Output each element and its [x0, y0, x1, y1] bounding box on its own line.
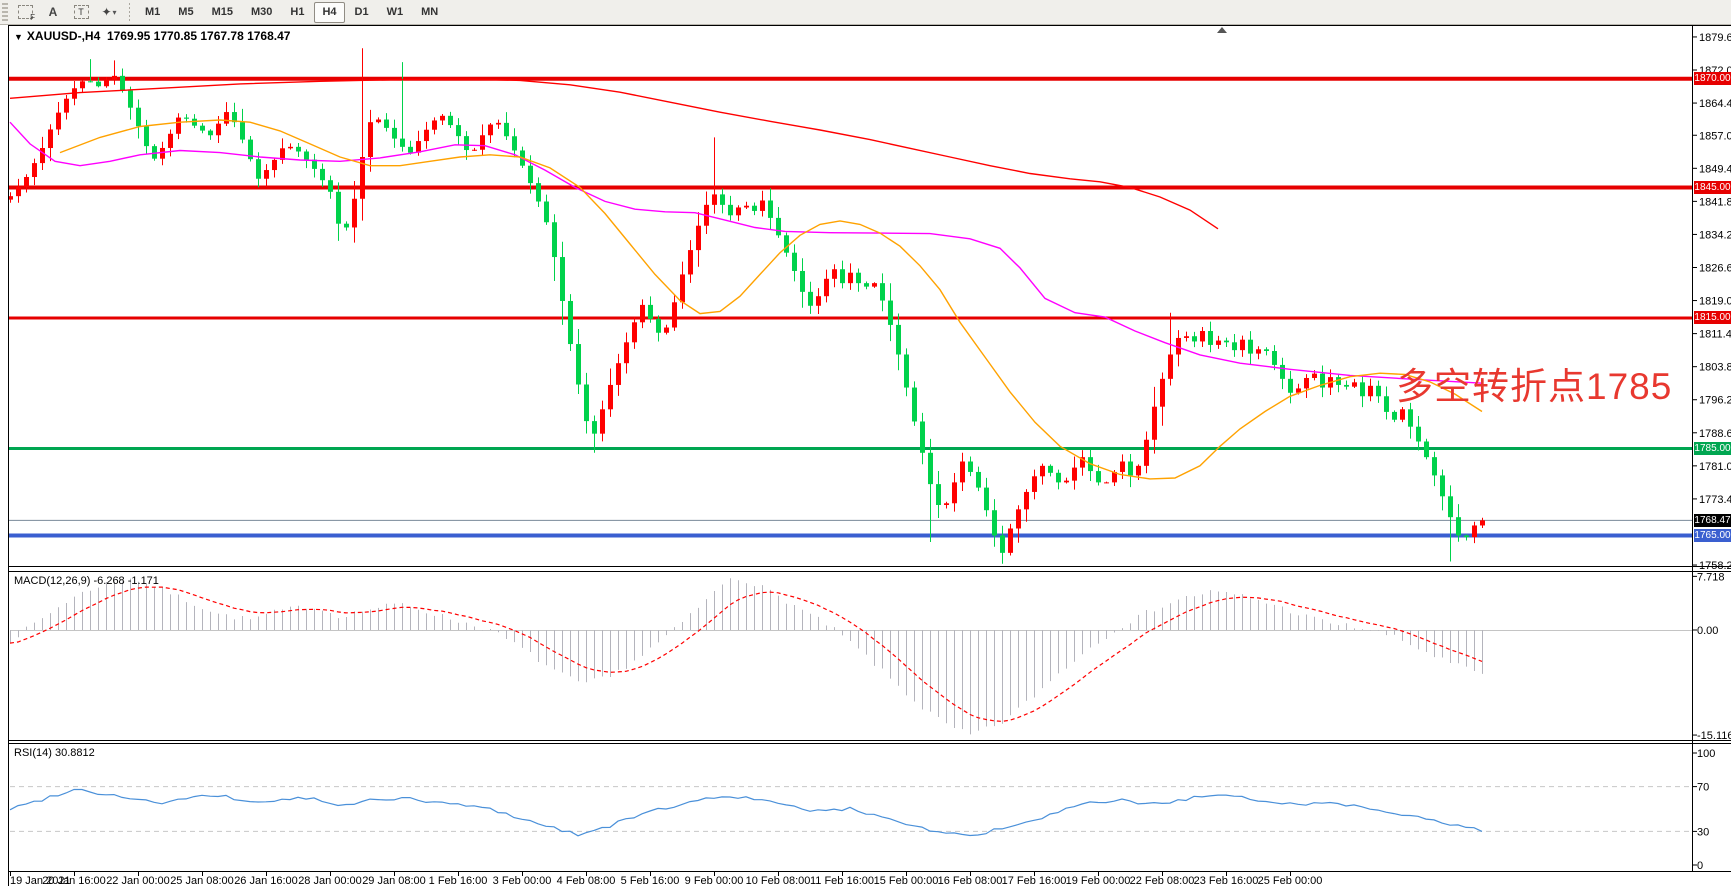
timeframe-button-M15[interactable]: M15: [211, 6, 233, 18]
timeframe-button-D1[interactable]: D1: [354, 6, 369, 18]
time-axis-label: 20 Jan 16:00: [42, 875, 106, 887]
price-tick-label: 1864.40: [1699, 98, 1731, 110]
ma-mid-magenta: [9, 121, 1483, 384]
rsi-line: [9, 788, 1483, 837]
price-level-badge-1870.00: 1870.00: [1694, 72, 1731, 85]
price-tick-label: 1849.40: [1699, 163, 1731, 175]
macd-signal-line: [9, 586, 1483, 723]
time-axis-label: 17 Feb 16:00: [1002, 875, 1067, 887]
time-axis-label: 22 Jan 00:00: [106, 875, 170, 887]
time-axis-label: 3 Feb 00:00: [493, 875, 552, 887]
price-tick-label: 1834.20: [1699, 229, 1731, 241]
rsi-tick-label: 70: [1697, 782, 1709, 794]
time-axis-label: 25 Jan 08:00: [170, 875, 234, 887]
price-level-badge-1785.00: 1785.00: [1694, 442, 1731, 455]
chart-quote-line[interactable]: ▼ XAUUSD-,H4 1769.95 1770.85 1767.78 1768…: [14, 29, 290, 43]
shapes-tool-icon[interactable]: ✦ ▾: [101, 5, 117, 19]
macd-indicator-label: MACD(12,26,9) -6.268 -1.171: [14, 575, 159, 587]
price-tick-label: 1796.20: [1699, 395, 1731, 407]
time-axis-label: 15 Feb 00:00: [874, 875, 939, 887]
price-tick-label: 1788.60: [1699, 428, 1731, 440]
price-tick-label: 1803.80: [1699, 362, 1731, 374]
candlestick-series: [8, 48, 1485, 564]
price-tick-label: 1758.20: [1699, 560, 1731, 572]
timeframe-button-M1[interactable]: M1: [145, 6, 161, 18]
timeframe-button-M30[interactable]: M30: [250, 6, 273, 18]
time-axis-label: 10 Feb 08:00: [746, 875, 811, 887]
price-tick-label: 1841.80: [1699, 196, 1731, 208]
time-axis-label: 23 Feb 16:00: [1194, 875, 1259, 887]
macd-tick-label: 0.00: [1697, 625, 1718, 637]
price-tick-label: 1811.40: [1699, 329, 1731, 341]
time-axis-label: 29 Jan 08:00: [362, 875, 426, 887]
rsi-tick-label: 30: [1697, 826, 1709, 838]
price-tick-label: 1773.40: [1699, 494, 1731, 506]
price-level-badge-1765.00: 1765.00: [1694, 529, 1731, 542]
price-axis[interactable]: 1879.601872.001864.401857.001849.401841.…: [1692, 32, 1731, 872]
price-tick-label: 1819.00: [1699, 296, 1731, 308]
rsi-tick-label: 100: [1697, 748, 1715, 760]
time-axis-label: 28 Jan 00:00: [298, 875, 362, 887]
time-axis-label: 22 Feb 08:00: [1130, 875, 1195, 887]
time-axis-label: 16 Feb 08:00: [938, 875, 1003, 887]
price-tick-label: 1781.00: [1699, 461, 1731, 473]
macd-tick-label: 7.718: [1697, 571, 1725, 583]
text-label-tool-icon[interactable]: T: [69, 2, 93, 23]
price-level-badge-1845.00: 1845.00: [1694, 181, 1731, 194]
macd-values: -6.268 -1.171: [93, 575, 159, 587]
time-axis-label: 19 Feb 00:00: [1066, 875, 1131, 887]
chevron-down-icon: ▼: [14, 32, 23, 42]
shapes-dropdown-caret-icon: ▾: [112, 7, 117, 17]
price-level-badge-1815.00: 1815.00: [1694, 311, 1731, 324]
rsi-indicator-label: RSI(14) 30.8812: [14, 747, 95, 759]
ma-slow-red: [9, 78, 1219, 230]
time-axis-label: 4 Feb 08:00: [557, 875, 616, 887]
timeframe-button-group: M1 M5 M15 M30 H1 H4 D1 W1 MN: [136, 1, 447, 23]
time-axis-label: 5 Feb 16:00: [621, 875, 680, 887]
time-axis-label: 9 Feb 00:00: [685, 875, 744, 887]
timeframe-button-H4[interactable]: H4: [314, 1, 345, 23]
font-a-tool-icon[interactable]: A: [48, 5, 58, 19]
price-level-badge-1768.47: 1768.47: [1694, 514, 1731, 527]
timeframe-button-W1[interactable]: W1: [386, 6, 404, 18]
macd-tick-label: -15.116: [1697, 730, 1731, 742]
toolbar-grip-handle[interactable]: [2, 3, 8, 21]
cursor-box-f-tool-icon[interactable]: F: [13, 2, 37, 23]
time-axis-label: 1 Feb 16:00: [429, 875, 488, 887]
chart-annotation-text[interactable]: 多空转折点1785: [1396, 366, 1673, 407]
timeframe-button-H1[interactable]: H1: [290, 6, 305, 18]
time-axis-label: 26 Jan 16:00: [234, 875, 298, 887]
price-tick-label: 1879.60: [1699, 32, 1731, 44]
price-tick-label: 1857.00: [1699, 130, 1731, 142]
price-tick-label: 1826.60: [1699, 262, 1731, 274]
time-axis-label: 25 Feb 00:00: [1258, 875, 1323, 887]
toolbar-separator: [129, 3, 130, 21]
rsi-tick-label: 0: [1697, 860, 1703, 872]
timeframe-button-M5[interactable]: M5: [178, 6, 194, 18]
toolbar: F A T ✦ ▾ M1 M5 M15 M30 H1 H4 D1 W1 MN: [0, 0, 1731, 25]
ma-fast-orange: [59, 119, 1483, 480]
symbol-timeframe-label: XAUUSD-,H4: [26, 29, 101, 43]
time-axis-label: 11 Feb 16:00: [810, 875, 874, 887]
time-axis-label: 19 Jan 2021: [10, 875, 71, 887]
ohlc-values: 1769.95 1770.85 1767.78 1768.47: [106, 29, 291, 43]
timeframe-button-MN[interactable]: MN: [421, 6, 439, 18]
chart-shift-marker-icon: [1217, 27, 1227, 33]
rsi-value: 30.8812: [54, 747, 95, 759]
